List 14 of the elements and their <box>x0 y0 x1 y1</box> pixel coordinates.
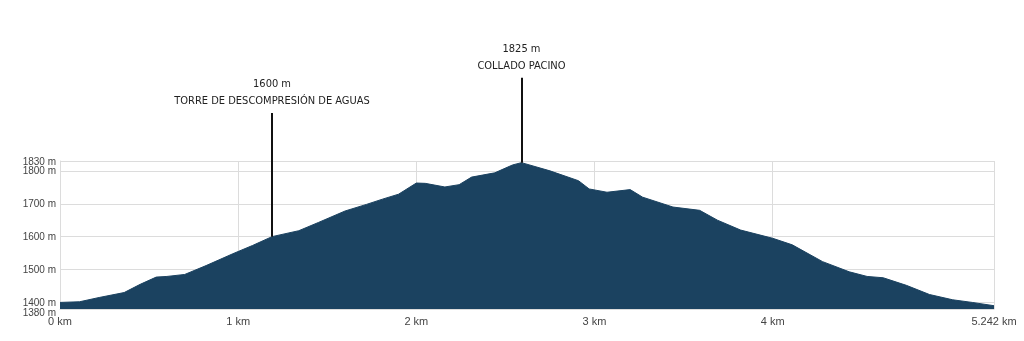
x-tick-label: 3 km <box>582 314 607 327</box>
x-tick-label: 1 km <box>226 314 251 327</box>
y-tick-label: 1500 m <box>22 264 56 276</box>
y-tick-label: 1800 m <box>22 165 56 177</box>
x-tick-label: 2 km <box>404 314 429 327</box>
y-tick-label: 1830 m <box>22 155 56 167</box>
x-tick-label: 5.242 km <box>971 314 1017 327</box>
annotation: 1600 m TORRE DE DESCOMPRESIÓN DE AGUAS <box>173 77 370 107</box>
annotation: 1825 m COLLADO PACINO <box>477 41 566 72</box>
y-tick-label: 1380 m <box>22 306 56 318</box>
y-tick-label: 1700 m <box>22 198 56 210</box>
y-tick-label: 1400 m <box>22 296 56 308</box>
y-tick-label: 1600 m <box>22 231 56 243</box>
x-tick-label: 4 km <box>760 314 785 327</box>
